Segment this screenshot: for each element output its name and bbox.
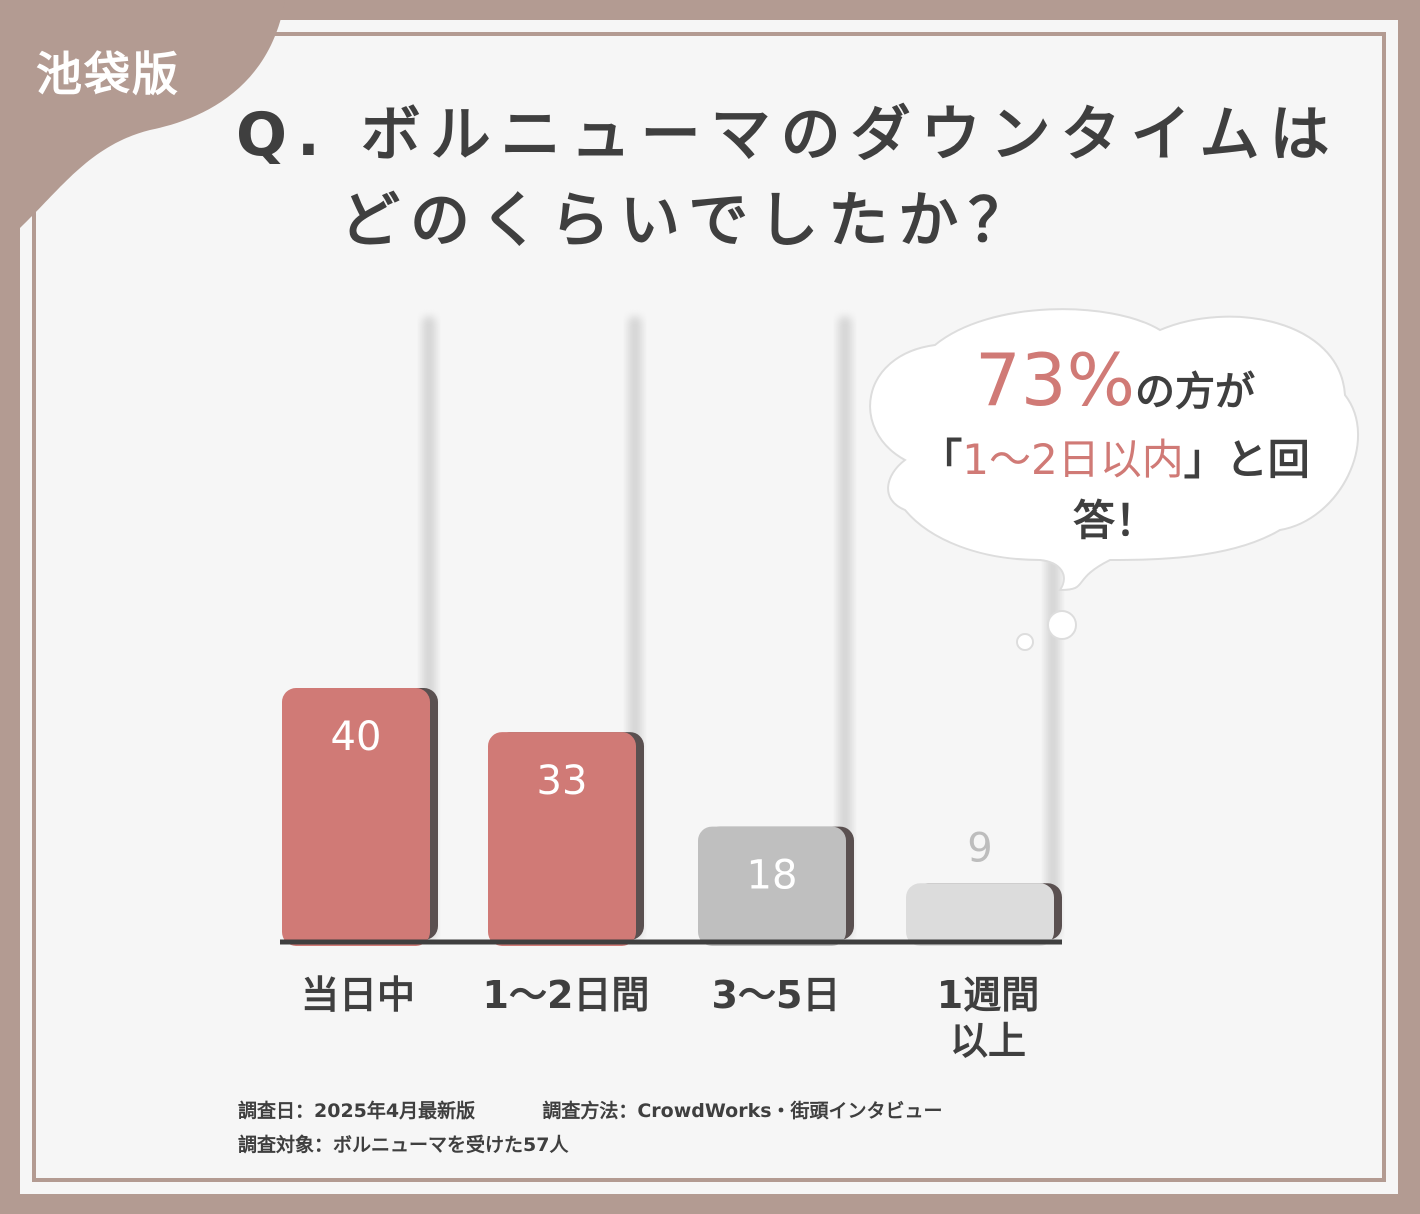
bar-value-label: 18: [747, 853, 798, 899]
callout-line-1: 73%の方が: [880, 338, 1350, 422]
category-label-1-week-plus: 1週間 以上: [878, 972, 1098, 1064]
callout-line-2: 「1〜2日以内」と回答！: [880, 426, 1350, 548]
callout-suffix: の方が: [1135, 369, 1256, 415]
bar-value-label: 33: [537, 758, 588, 804]
survey-method: 調査方法：CrowdWorks・街頭インタビュー: [542, 1100, 943, 1122]
bar: [906, 883, 1054, 946]
bar: [488, 732, 636, 946]
category-label-1-week: 1週間: [936, 973, 1040, 1017]
callout-close: 」と回答！: [1072, 435, 1310, 545]
survey-target: 調査対象：ボルニューマを受けた57人: [238, 1134, 569, 1156]
infographic-card: [20, 20, 1398, 1194]
bar-value-label: 40: [331, 714, 382, 760]
bar-track-shadow: [838, 316, 852, 940]
callout-text: 73%の方が 「1〜2日以内」と回答！: [880, 338, 1350, 548]
bar: [698, 826, 846, 946]
bar-value-label: 9: [967, 825, 992, 871]
location-badge: 池袋版: [36, 47, 180, 101]
question-line-1: Q. ボルニューマのダウンタイムは: [236, 100, 1340, 170]
callout-open-bracket: 「: [920, 435, 963, 484]
callout-percent: 73%: [974, 338, 1136, 422]
category-label-1-2-days: 1〜2日間: [482, 973, 650, 1017]
callout-highlight: 1〜2日以内: [962, 435, 1184, 484]
footer-line-1: 調査日：2025年4月最新版 調査方法：CrowdWorks・街頭インタビュー: [238, 1096, 943, 1123]
bar: [282, 688, 430, 946]
question-line-2: どのくらいでしたか？: [340, 186, 1039, 256]
category-label-same-day: 当日中: [300, 973, 415, 1017]
category-label-3-5-days: 3〜5日: [711, 973, 841, 1017]
survey-date: 調査日：2025年4月最新版: [238, 1100, 476, 1122]
question-title: Q. ボルニューマのダウンタイムは どのくらいでしたか？: [236, 92, 1340, 264]
category-label-or-more: 以上: [949, 1019, 1026, 1063]
speech-bubble: [869, 308, 1360, 651]
corner-badge-shape: [0, 0, 285, 228]
